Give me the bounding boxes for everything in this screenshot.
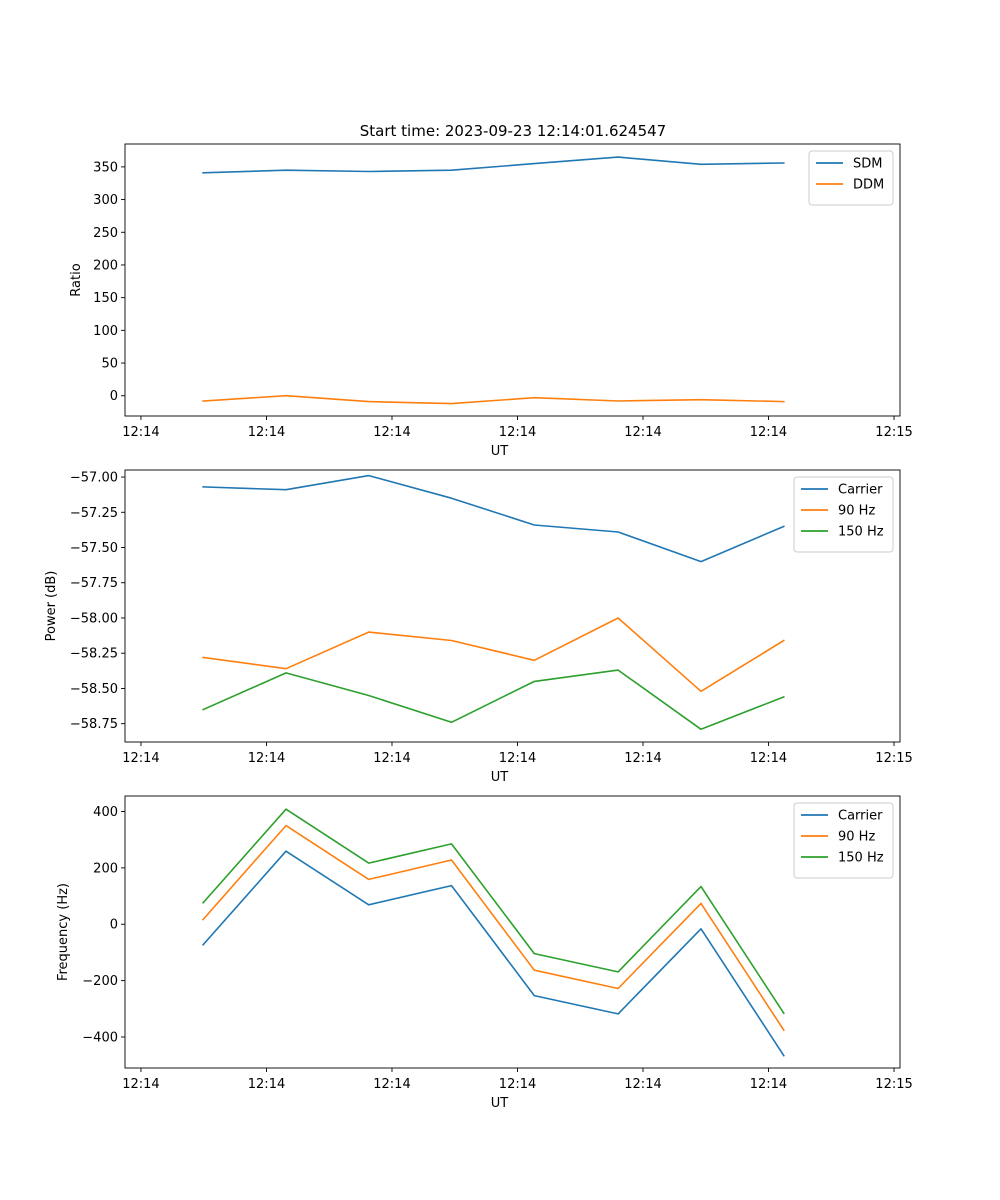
- x-tick-label: 12:14: [750, 751, 787, 766]
- y-axis-label: Power (dB): [44, 571, 59, 642]
- x-axis-label: UT: [491, 444, 509, 459]
- legend-entry-label: DDM: [853, 178, 884, 193]
- y-tick-label: −58.00: [70, 611, 118, 626]
- x-tick-label: 12:14: [750, 1077, 787, 1092]
- y-tick-label: −57.25: [70, 506, 118, 521]
- legend-box: [793, 802, 894, 879]
- legend-entry-label: 90 Hz: [838, 830, 875, 845]
- x-tick-label: 12:15: [875, 425, 912, 440]
- y-tick-label: −58.75: [70, 717, 118, 732]
- y-tick-label: 0: [110, 389, 118, 404]
- legend: Carrier 90 Hz 150 Hz: [793, 476, 894, 553]
- series-line-sdm: [202, 156, 785, 174]
- x-tick-label: 12:15: [875, 751, 912, 766]
- y-tick-label: −57.50: [70, 541, 118, 556]
- chart-panel-2: 12:14 12:14 12:14 12:14 12:14 12:14 12:15 −57.0…: [44, 469, 913, 785]
- x-tick-label: 12:14: [248, 751, 285, 766]
- y-tick-label: 350: [93, 160, 118, 175]
- chart-panel-1: 12:14 12:14 12:14 12:14 12:14 12:14 12:15 0 50 10…: [69, 143, 913, 459]
- y-tick-label: 400: [93, 805, 118, 820]
- legend-entry-label: 150 Hz: [838, 851, 884, 866]
- legend-entry-label: Carrier: [838, 483, 883, 498]
- series-line-carrier: [201, 850, 785, 1057]
- legend-entry-label: SDM: [853, 157, 882, 172]
- y-tick-label: −58.25: [70, 647, 118, 662]
- x-tick-label: 12:14: [122, 751, 159, 766]
- y-tick-label: −58.50: [70, 682, 118, 697]
- axes-frame: [124, 469, 901, 743]
- axes-frame: [124, 795, 901, 1069]
- y-tick-label: 150: [93, 291, 118, 306]
- legend-box: [793, 476, 894, 553]
- y-tick-label: 100: [93, 324, 118, 339]
- series-line-carrier: [202, 474, 785, 563]
- series-line-150-hz: [202, 669, 785, 731]
- x-tick-label: 12:14: [122, 425, 159, 440]
- axes-frame: [124, 143, 901, 417]
- x-tick-label: 12:14: [373, 425, 410, 440]
- y-tick-label: −57.75: [70, 576, 118, 591]
- legend-entry-label: 90 Hz: [838, 504, 875, 519]
- x-tick-label: 12:14: [750, 425, 787, 440]
- figure-title: Start time: 2023-09-23 12:14:01.624547: [360, 122, 666, 140]
- x-tick-label: 12:14: [624, 751, 661, 766]
- legend: Carrier 90 Hz 150 Hz: [793, 802, 894, 879]
- y-axis-label: Ratio: [69, 263, 84, 296]
- x-tick-label: 12:15: [875, 1077, 912, 1092]
- y-tick-label: −200: [82, 974, 118, 989]
- x-tick-label: 12:14: [624, 425, 661, 440]
- y-tick-label: 0: [110, 918, 118, 933]
- x-tick-label: 12:14: [248, 1077, 285, 1092]
- series-line-ddm: [202, 394, 785, 405]
- x-tick-label: 12:14: [624, 1077, 661, 1092]
- chart-panel-3: 12:14 12:14 12:14 12:14 12:14 12:14 12:15 −400 −…: [56, 795, 913, 1111]
- y-axis-label: Frequency (Hz): [56, 883, 71, 981]
- y-tick-label: 50: [101, 357, 118, 372]
- legend-entry-label: Carrier: [838, 809, 883, 824]
- x-axis-label: UT: [491, 770, 509, 785]
- series-line-90-hz: [201, 824, 785, 1032]
- x-tick-label: 12:14: [373, 751, 410, 766]
- y-tick-label: 300: [93, 193, 118, 208]
- x-tick-label: 12:14: [499, 751, 536, 766]
- x-tick-label: 12:14: [373, 1077, 410, 1092]
- series-line-90-hz: [202, 617, 785, 693]
- legend: SDM DDM: [808, 150, 894, 206]
- legend-box: [808, 150, 894, 206]
- y-tick-label: 200: [93, 861, 118, 876]
- x-tick-label: 12:14: [122, 1077, 159, 1092]
- y-tick-label: 250: [93, 226, 118, 241]
- series-line-150-hz: [201, 808, 785, 1015]
- x-tick-label: 12:14: [499, 1077, 536, 1092]
- y-tick-label: 200: [93, 258, 118, 273]
- y-tick-label: −400: [82, 1030, 118, 1045]
- x-tick-label: 12:14: [248, 425, 285, 440]
- x-tick-label: 12:14: [499, 425, 536, 440]
- x-axis-label: UT: [491, 1096, 509, 1111]
- y-tick-label: −57.00: [70, 471, 118, 486]
- legend-entry-label: 150 Hz: [838, 525, 884, 540]
